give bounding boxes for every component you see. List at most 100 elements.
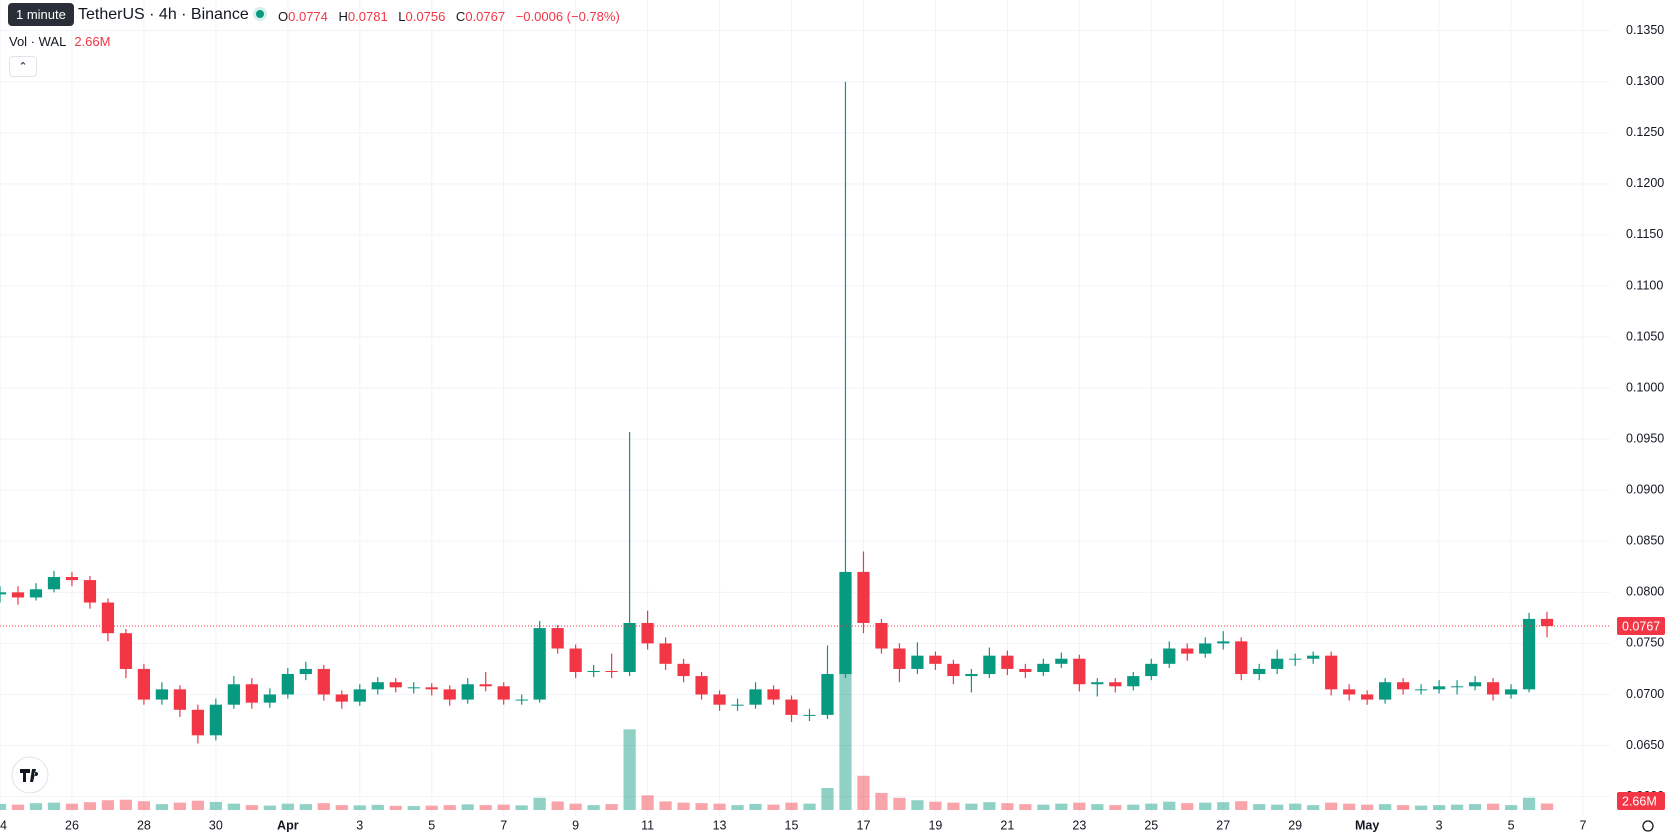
volume-bar (1486, 803, 1500, 810)
volume-bar (1073, 802, 1086, 810)
candle-body (191, 709, 204, 736)
logo-bg (11, 756, 49, 794)
x-tick-label: 21 (1000, 818, 1014, 832)
volume-bar (1001, 803, 1014, 810)
volume-bar (731, 805, 744, 810)
volume-bar (821, 788, 834, 810)
candle-body (281, 674, 294, 695)
volume-bar (353, 805, 366, 810)
last-price-label: 0.0767 (1622, 619, 1660, 633)
x-tick-label: 28 (137, 818, 151, 832)
x-tick-label: 26 (65, 818, 79, 832)
candle-body (1253, 668, 1266, 675)
candle-body (317, 668, 330, 695)
candle-body (407, 687, 420, 689)
candle-body (1127, 676, 1140, 687)
volume-title: Vol · WAL (9, 34, 67, 49)
candle-body (1432, 686, 1446, 690)
candle-body (749, 689, 762, 705)
x-tick-label: 24 (0, 818, 7, 832)
candle-body (443, 689, 456, 700)
candle-body (569, 648, 582, 672)
candle-body (983, 655, 996, 675)
volume-bar (965, 803, 978, 810)
volume-bar (227, 803, 240, 810)
y-tick-label: 0.0850 (1626, 534, 1664, 548)
volume-bar (407, 806, 420, 810)
x-tick-label: 13 (713, 818, 727, 832)
candle-body (1091, 682, 1104, 685)
candle-body (1486, 682, 1500, 695)
low-label: L (398, 9, 406, 24)
volume-bar (1468, 804, 1482, 810)
candle-body (299, 668, 312, 675)
volume-bar (1145, 803, 1158, 810)
candle-body (947, 663, 960, 677)
candle-body (1271, 658, 1284, 669)
volume-bar (569, 803, 582, 810)
candle-body (1181, 648, 1194, 654)
candle-body (47, 577, 61, 590)
volume-bar (1271, 804, 1284, 810)
last-price-box (1617, 617, 1665, 636)
volume-bar (533, 797, 546, 810)
candle-body (893, 648, 906, 669)
ohlc-legend: O0.0774 H0.0781 L0.0756 C0.0767 −0.0006 … (278, 9, 627, 24)
candle-body (713, 694, 726, 705)
volume-bar (767, 804, 780, 810)
volume-bar (101, 800, 115, 810)
open-label: O (278, 9, 289, 24)
volume-bar (173, 802, 187, 810)
volume-bar (317, 803, 330, 810)
candle-body (65, 577, 79, 581)
volume-bar (425, 805, 438, 810)
candle-body (1325, 655, 1338, 690)
x-tick-label: 29 (1288, 818, 1302, 832)
candle-body (1109, 682, 1122, 687)
settings-icon[interactable] (1642, 820, 1654, 832)
volume-legend[interactable]: Vol · WAL 2.66M (9, 34, 110, 49)
x-tick-label: 30 (209, 818, 223, 832)
x-tick-label: 7 (1580, 818, 1587, 832)
candle-body (767, 689, 780, 700)
volume-bar (1217, 802, 1230, 810)
volume-bar (461, 804, 474, 810)
symbol-title[interactable]: TetherUS · 4h · Binance (78, 6, 249, 23)
y-tick-label: 0.0900 (1626, 483, 1664, 497)
volume-bar (1540, 803, 1554, 810)
y-tick-label: 0.0800 (1626, 585, 1664, 599)
market-status (256, 10, 264, 18)
y-tick-label: 0.1200 (1626, 176, 1664, 190)
volume-bar (875, 792, 888, 810)
candle-body (1163, 648, 1176, 664)
x-tick-label: 17 (857, 818, 871, 832)
candle-body (1307, 655, 1320, 659)
volume-bar (11, 804, 25, 810)
candle-body (227, 684, 240, 705)
plot (0, 81, 1554, 810)
candle-body (641, 622, 654, 644)
open-value: 0.0774 (288, 9, 328, 24)
collapse-button[interactable]: ⌃ (9, 56, 37, 77)
volume-bar (587, 805, 600, 810)
x-tick-label: 23 (1072, 818, 1086, 832)
volume-bar (119, 799, 133, 810)
volume-bar (1289, 803, 1302, 810)
candle-body (1540, 618, 1554, 627)
candle-body (29, 589, 43, 598)
volume-bar (695, 803, 708, 810)
x-tick-label: 5 (1508, 818, 1515, 832)
y-tick-label: 0.1000 (1626, 380, 1664, 394)
volume-bar (1307, 805, 1320, 810)
volume-bar (1037, 804, 1050, 810)
candle-body (1235, 641, 1248, 675)
candle-body (155, 689, 169, 700)
candle-body (263, 694, 276, 703)
volume-bar (983, 802, 996, 810)
volume-bar (1361, 804, 1374, 810)
volume-bar (749, 803, 762, 810)
candle-body (1522, 618, 1536, 690)
candle-body (245, 684, 258, 703)
